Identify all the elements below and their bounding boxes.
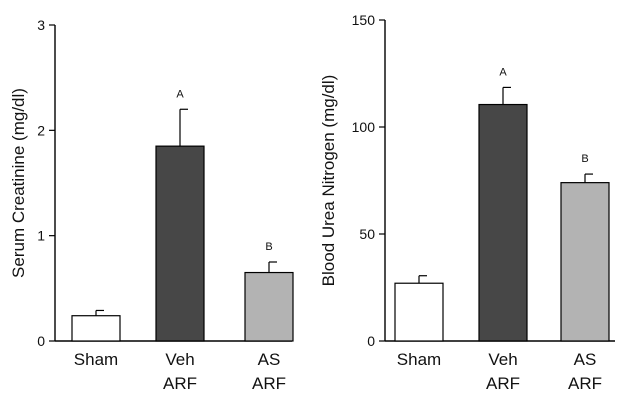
significance-label: A [176,88,184,100]
category-label: Sham [397,350,441,369]
category-label: AS [258,350,281,369]
category-label: ARF [252,374,286,393]
significance-label: A [499,66,507,78]
category-label: ARF [486,374,520,393]
bar-veh-arf [478,103,528,342]
serum-creatinine-chart: 0 1 2 3 Serum Creatinine (mg/dl) Sham A Veh ARF B… [9,17,294,393]
y-tick-label: 3 [37,17,45,33]
category-label: Sham [74,350,118,369]
category-label: AS [574,350,597,369]
y-axis-title: Blood Urea Nitrogen (mg/dl) [319,75,338,287]
y-tick-label: 1 [37,228,45,244]
y-axis-title: Serum Creatinine (mg/dl) [9,88,28,278]
category-label: ARF [163,374,197,393]
y-tick-label: 50 [359,226,375,242]
y-tick-label: 0 [37,333,45,349]
category-label: Veh [165,350,194,369]
significance-label: B [581,153,588,165]
bar-as-arf [560,182,610,342]
y-tick-label: 150 [352,12,376,28]
category-label: Veh [488,350,517,369]
bar-sham [71,315,121,342]
bar-as-arf [244,271,294,342]
significance-label: B [265,241,272,253]
category-label: ARF [568,374,602,393]
y-tick-label: 0 [367,333,375,349]
y-tick-label: 2 [37,122,45,138]
bar-veh-arf [155,145,205,342]
blood-urea-nitrogen-chart: 0 50 100 150 Blood Urea Nitrogen (mg/dl) Sham… [319,12,615,393]
bar-sham [394,282,444,342]
y-tick-label: 100 [352,119,376,135]
